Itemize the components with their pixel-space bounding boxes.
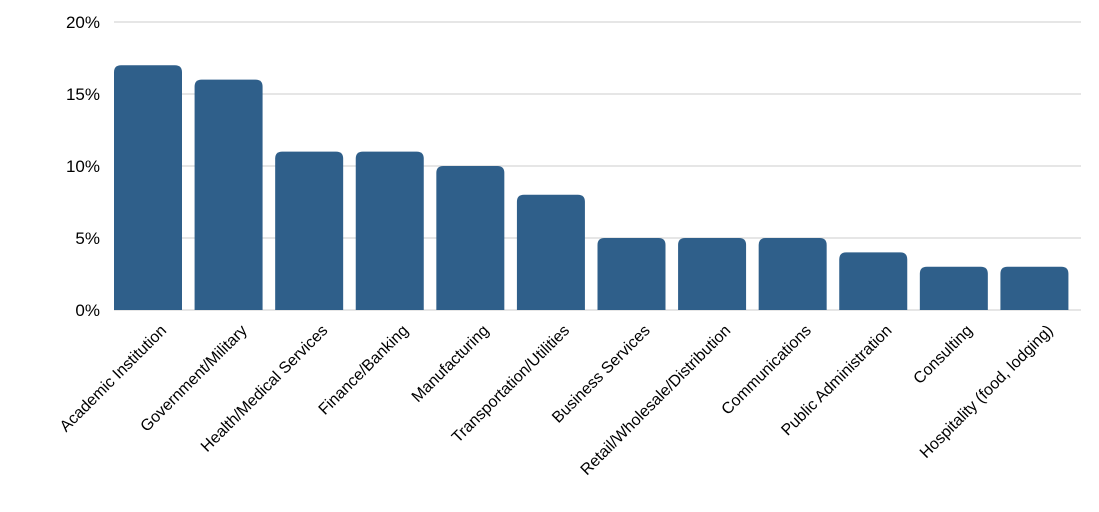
y-tick-label: 15% bbox=[66, 85, 100, 104]
x-category-label: Manufacturing bbox=[409, 322, 493, 406]
x-axis-category-labels: Academic InstitutionGovernment/MilitaryH… bbox=[57, 322, 1057, 479]
bar bbox=[839, 252, 908, 310]
y-tick-label: 0% bbox=[75, 301, 100, 320]
bar bbox=[758, 238, 827, 310]
y-tick-label: 20% bbox=[66, 13, 100, 32]
bar bbox=[1000, 266, 1069, 310]
bar bbox=[919, 266, 988, 310]
bar bbox=[114, 65, 182, 310]
bar bbox=[355, 151, 424, 310]
x-category-label: Hospitality (food, lodging) bbox=[917, 322, 1057, 462]
bar bbox=[194, 79, 263, 310]
bar bbox=[436, 166, 505, 310]
x-category-label: Retail/Wholesale/Distribution bbox=[578, 322, 735, 479]
bar bbox=[597, 238, 666, 310]
bar bbox=[678, 238, 747, 310]
x-category-label: Finance/Banking bbox=[316, 322, 412, 418]
y-tick-label: 5% bbox=[75, 229, 100, 248]
bars bbox=[114, 65, 1069, 310]
bar bbox=[516, 194, 585, 310]
bar bbox=[275, 151, 344, 310]
y-tick-label: 10% bbox=[66, 157, 100, 176]
y-axis-tick-labels: 0% 5% 10% 15% 20% bbox=[66, 13, 100, 320]
x-category-label: Consulting bbox=[911, 322, 976, 387]
